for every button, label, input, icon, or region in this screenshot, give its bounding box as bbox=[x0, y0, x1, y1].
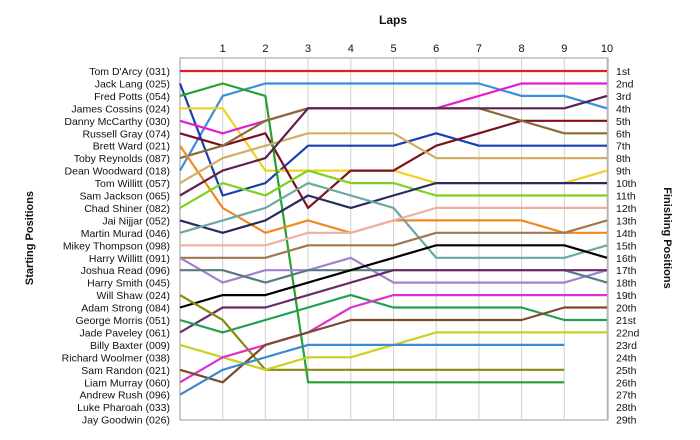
driver-label: Joshua Read (096) bbox=[81, 265, 170, 277]
finishing-label: 21st bbox=[616, 315, 636, 327]
lap-tick-label-8: 8 bbox=[519, 43, 525, 55]
finishing-label: 4th bbox=[616, 103, 631, 115]
grid-layer bbox=[222, 58, 608, 420]
driver-label: Mikey Thompson (098) bbox=[63, 240, 170, 252]
finishing-label: 23rd bbox=[616, 340, 637, 352]
series-line-22 bbox=[179, 294, 565, 371]
lap-tick-label-2: 2 bbox=[262, 43, 268, 55]
driver-label: James Cossins (024) bbox=[71, 103, 170, 115]
lap-tick-label-3: 3 bbox=[305, 43, 311, 55]
finishing-label: 10th bbox=[616, 178, 637, 190]
series-line-19 bbox=[179, 244, 608, 309]
driver-label: Russell Gray (074) bbox=[82, 128, 170, 140]
driver-label: Luke Pharoah (033) bbox=[77, 402, 170, 414]
finishing-label: 19th bbox=[616, 290, 637, 302]
driver-label: Liam Murray (060) bbox=[84, 377, 170, 389]
finishing-label: 7th bbox=[616, 141, 631, 153]
y-axis-left-label: Starting Positions bbox=[24, 191, 36, 285]
driver-label: Tom D'Arcy (031) bbox=[89, 66, 170, 78]
finishing-label: 3rd bbox=[616, 91, 631, 103]
driver-label: Brett Ward (021) bbox=[93, 141, 170, 153]
driver-label: Toby Reynolds (087) bbox=[74, 153, 170, 165]
driver-label: Harry Smith (045) bbox=[87, 278, 170, 290]
driver-label: Andrew Rush (096) bbox=[80, 390, 170, 402]
finishing-label: 15th bbox=[616, 240, 637, 252]
finishing-label: 13th bbox=[616, 215, 637, 227]
lap-tick-label-9: 9 bbox=[561, 43, 567, 55]
finishing-label: 25th bbox=[616, 365, 637, 377]
series-line-3 bbox=[178, 83, 607, 197]
driver-label: Martin Murad (046) bbox=[81, 228, 170, 240]
series-line-2 bbox=[179, 82, 608, 172]
driver-label: Fred Potts (054) bbox=[94, 91, 170, 103]
finishing-label: 8th bbox=[616, 153, 631, 165]
finishing-label: 5th bbox=[616, 116, 631, 128]
finishing-label: 22nd bbox=[616, 327, 640, 339]
driver-label: George Morris (051) bbox=[75, 315, 170, 327]
series-line-21 bbox=[179, 294, 607, 334]
driver-label: Jade Paveley (061) bbox=[80, 327, 170, 339]
driver-label: Jay Goodwin (026) bbox=[82, 415, 170, 427]
series-line-13 bbox=[179, 182, 607, 234]
driver-label: Billy Baxter (009) bbox=[90, 340, 170, 352]
finishing-label: 17th bbox=[616, 265, 637, 277]
finishing-label: 28th bbox=[616, 402, 637, 414]
lap-tick-label-4: 4 bbox=[348, 43, 354, 55]
series-line-7 bbox=[179, 82, 565, 384]
finishing-label: 29th bbox=[616, 415, 637, 427]
series-line-11 bbox=[179, 94, 608, 197]
driver-label: Adam Strong (084) bbox=[81, 303, 170, 315]
chart-title: Laps bbox=[379, 13, 407, 27]
finishing-label: 12th bbox=[616, 203, 637, 215]
lap-tick-label-6: 6 bbox=[433, 43, 439, 55]
finishing-label: 20th bbox=[616, 303, 637, 315]
driver-label: Richard Woolmer (038) bbox=[62, 352, 170, 364]
series-line-12 bbox=[179, 169, 607, 209]
finishing-label: 6th bbox=[616, 128, 631, 140]
lap-tick-label-1: 1 bbox=[220, 43, 226, 55]
series-line-15 bbox=[180, 206, 607, 247]
series-line-20 bbox=[179, 269, 607, 334]
lap-tick-label-5: 5 bbox=[390, 43, 396, 55]
finishing-label: 18th bbox=[616, 278, 637, 290]
lap-tick-label-7: 7 bbox=[476, 43, 482, 55]
driver-label: Chad Shiner (082) bbox=[84, 203, 170, 215]
driver-label: Tom Willitt (057) bbox=[95, 178, 170, 190]
driver-label: Danny McCarthy (030) bbox=[64, 116, 170, 128]
series-line-17 bbox=[179, 256, 608, 284]
finishing-label: 2nd bbox=[616, 78, 634, 90]
driver-label: Sam Jackson (065) bbox=[80, 191, 170, 203]
finishing-label: 1st bbox=[616, 66, 630, 78]
y-axis-right-label: Finishing Positions bbox=[661, 187, 673, 288]
series-line-26 bbox=[179, 343, 565, 396]
series-line-10 bbox=[179, 132, 607, 185]
series-line-6 bbox=[179, 119, 607, 209]
driver-label: Harry Willitt (091) bbox=[89, 253, 170, 265]
driver-label: Sam Randon (021) bbox=[81, 365, 170, 377]
finishing-label: 16th bbox=[616, 253, 637, 265]
series-line-16 bbox=[180, 219, 608, 259]
finishing-label: 26th bbox=[616, 377, 637, 389]
lap-tick-label-10: 10 bbox=[601, 43, 613, 55]
finishing-label: 11th bbox=[616, 191, 636, 203]
series-line-25 bbox=[179, 306, 607, 384]
driver-label: Jai Nijjar (052) bbox=[102, 215, 170, 227]
finishing-label: 27th bbox=[616, 390, 637, 402]
driver-label-list: Tom D'Arcy (031)Jack Lang (025)Fred Pott… bbox=[62, 66, 170, 427]
finishing-label: 9th bbox=[616, 166, 631, 178]
driver-label: Will Shaw (024) bbox=[96, 290, 170, 302]
driver-label: Dean Woodward (018) bbox=[65, 166, 170, 178]
tick-layer: 1 2 3 4 5 6 7 8 9 10 bbox=[220, 43, 613, 55]
series-line-14 bbox=[179, 182, 608, 259]
finishing-label: 24th bbox=[616, 352, 637, 364]
finishing-label: 14th bbox=[616, 228, 637, 240]
finishing-label-list: 1st2nd3rd4th5th6th7th8th9th10th11th12th1… bbox=[616, 66, 640, 427]
series-layer bbox=[178, 69, 608, 396]
series-line-24 bbox=[179, 294, 607, 384]
driver-label: Jack Lang (025) bbox=[95, 78, 170, 90]
